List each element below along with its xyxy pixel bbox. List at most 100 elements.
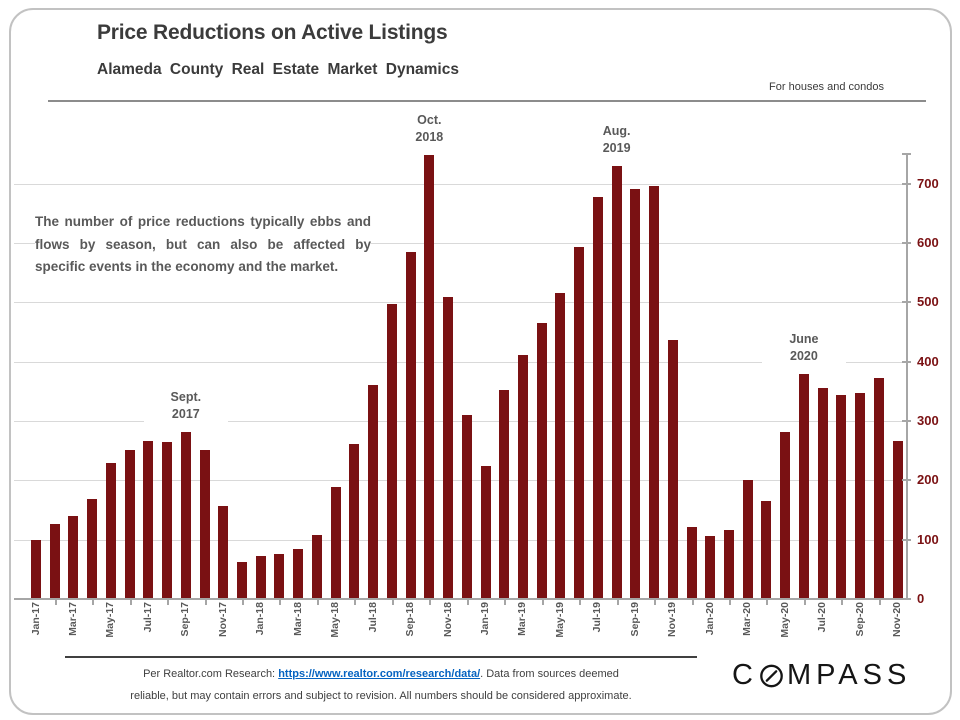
x-axis-tick [654, 599, 657, 605]
peak-annotation: Aug. 2019 [574, 123, 659, 158]
x-axis-label: Jul-18 [366, 602, 379, 633]
x-axis-tick [391, 599, 394, 605]
bar [611, 166, 622, 599]
peak-annotation-line: June [789, 331, 819, 346]
gridline-200 [14, 480, 906, 482]
x-axis-tick [316, 599, 319, 605]
x-axis-tick [504, 599, 507, 605]
x-axis-label: Sep-20 [853, 602, 866, 637]
y-axis-tick [902, 153, 911, 156]
footer-divider [65, 656, 697, 658]
bar [237, 561, 248, 599]
x-axis-label: May-20 [778, 602, 791, 638]
x-axis-label: Sep-19 [628, 602, 641, 637]
x-axis-line [14, 598, 906, 600]
bar [293, 548, 304, 599]
slide-border [9, 8, 952, 715]
bar [218, 506, 229, 599]
x-axis-label: Jul-20 [816, 602, 829, 633]
bar [517, 354, 528, 599]
bar [499, 390, 510, 599]
x-axis-label: Sep-17 [179, 602, 192, 637]
bar [667, 340, 678, 599]
realtor-research-link[interactable]: https://www.realtor.com/research/data/ [278, 668, 481, 680]
peak-annotation: Oct. 2018 [387, 112, 472, 147]
bar [705, 535, 716, 599]
x-axis-label: Mar-19 [516, 602, 529, 636]
chart-note: The number of price reductions typically… [35, 211, 371, 279]
x-axis-tick [691, 599, 694, 605]
footer: Per Realtor.com Research: https://www.re… [70, 663, 692, 707]
x-axis-tick [541, 599, 544, 605]
y-axis-label: 200 [917, 472, 939, 488]
bar [199, 449, 210, 599]
bar [724, 530, 734, 599]
compass-slashed-o-icon [759, 663, 784, 688]
bar [49, 523, 60, 599]
bar [742, 480, 753, 599]
bar [761, 501, 772, 599]
footer-source-text: Per Realtor.com Research: [143, 668, 279, 680]
x-axis-tick [579, 599, 582, 605]
bar [536, 323, 547, 599]
y-axis-tick [902, 301, 911, 304]
bar [124, 449, 135, 599]
y-axis-tick [902, 360, 911, 363]
x-axis-tick [429, 599, 432, 605]
bar [424, 155, 435, 599]
gridline-300 [14, 421, 906, 423]
y-axis-label: 700 [917, 175, 939, 191]
bar [368, 385, 379, 599]
page-subtitle: Alameda County Real Estate Market Dynami… [97, 61, 459, 78]
bar [87, 499, 98, 599]
bar [180, 432, 191, 599]
x-axis-tick [92, 599, 95, 605]
footer-line1: Per Realtor.com Research: https://www.re… [70, 663, 692, 685]
y-axis-tick [902, 420, 911, 423]
bar [349, 443, 360, 599]
x-axis-label: Jan-19 [479, 602, 492, 636]
x-axis-label: Sep-18 [404, 602, 417, 637]
compass-logo-mpass: MPASS [786, 658, 912, 691]
x-axis-tick [729, 599, 731, 605]
x-axis-label: Nov-18 [441, 602, 454, 638]
peak-annotation-line: Sept. [170, 390, 202, 405]
y-axis-label: 0 [917, 591, 925, 606]
bar [873, 378, 884, 599]
y-axis-tick [902, 538, 911, 541]
peak-annotation-line: 2020 [790, 348, 818, 363]
bar [68, 515, 79, 599]
y-axis-tick [902, 479, 911, 482]
y-axis-label: 500 [917, 294, 939, 310]
bar [255, 555, 266, 599]
peak-annotation-line: Aug. [602, 124, 631, 139]
header-divider [48, 100, 926, 102]
y-axis-tick [902, 242, 911, 245]
x-axis-tick [616, 599, 619, 605]
x-axis-tick [242, 599, 245, 605]
bar [311, 534, 322, 599]
bar [574, 247, 585, 599]
x-axis-label: Mar-18 [291, 602, 304, 636]
y-axis-line [906, 154, 908, 599]
y-axis-tick [902, 182, 911, 185]
bar [461, 414, 472, 599]
bar [855, 392, 866, 599]
tagline: For houses and condos [769, 81, 884, 93]
compass-logo: C MPASS [732, 659, 910, 691]
peak-annotation-line: 2017 [171, 407, 200, 422]
bar [592, 197, 603, 599]
x-axis-tick [167, 599, 170, 605]
x-axis-label: Nov-17 [216, 602, 229, 638]
compass-logo-c: C [732, 658, 758, 691]
bar [892, 440, 903, 599]
bar [798, 373, 809, 599]
bar [105, 462, 116, 599]
x-axis-tick [803, 599, 806, 605]
footer-disclaimer-start: . Data from sources deemed [480, 668, 619, 680]
x-axis-label: Mar-17 [66, 602, 79, 636]
x-axis-label: May-19 [553, 602, 566, 638]
x-axis-label: Nov-20 [891, 602, 904, 638]
bar [405, 252, 416, 599]
